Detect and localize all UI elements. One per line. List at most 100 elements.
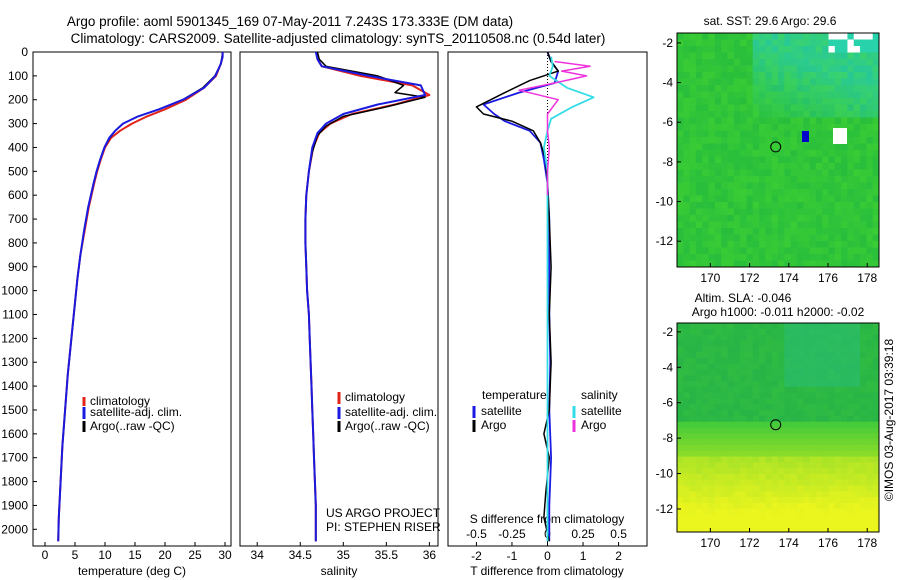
sla-cell: [683, 346, 691, 353]
sla-cell: [866, 410, 874, 417]
sst-cell: [847, 104, 855, 112]
sla-cell: [828, 444, 836, 452]
sla-cell: [765, 497, 773, 504]
sst-cell: [872, 156, 880, 164]
sst-cell: [689, 195, 697, 203]
sst-cell: [689, 156, 697, 164]
sst-cell: [872, 208, 880, 216]
sst-cell: [803, 104, 810, 112]
sst-lat-label: -8: [662, 155, 673, 169]
sst-cell: [727, 202, 735, 209]
sla-cell: [847, 479, 855, 486]
sla-lon-label: 176: [818, 536, 838, 550]
sla-cell: [695, 352, 703, 359]
sst-cell: [828, 241, 836, 248]
sla-cell: [746, 479, 754, 486]
sst-cell: [689, 221, 697, 229]
sst-cell: [853, 241, 861, 248]
sst-cell: [702, 202, 709, 209]
sst-cell: [822, 91, 829, 99]
sst-cell: [847, 215, 855, 222]
sst-cell: [847, 85, 855, 92]
sla-cell: [834, 386, 842, 394]
sla-cell: [841, 427, 848, 434]
sla-cell: [695, 381, 703, 388]
sla-cell: [784, 450, 792, 457]
sst-cell: [803, 163, 810, 170]
sla-cell: [689, 427, 697, 434]
sla-cell: [796, 433, 804, 440]
sst-cell: [841, 117, 848, 125]
sla-cell: [759, 456, 766, 463]
sst-cell: [809, 260, 817, 268]
sst-cell: [677, 247, 684, 255]
sla-cell: [683, 369, 691, 376]
sla-cell: [695, 462, 703, 469]
sla-cell: [803, 421, 810, 428]
sst-cell: [822, 98, 829, 105]
sla-cell: [860, 410, 867, 417]
sst-cell: [702, 137, 709, 144]
sla-cell: [765, 520, 773, 527]
sla-cell: [740, 473, 747, 481]
sst-cell: [721, 234, 728, 242]
sst-cell: [834, 72, 842, 79]
sst-cell: [853, 124, 861, 131]
sst-cell: [834, 241, 842, 248]
sla-cell: [740, 323, 747, 330]
sla-cell: [702, 421, 709, 428]
sst-cell: [778, 150, 785, 157]
sst-cell: [683, 221, 691, 229]
sla-cell: [815, 468, 823, 475]
sst-cell: [746, 156, 754, 164]
sla-cell: [677, 369, 684, 376]
sla-cell: [702, 508, 709, 515]
sst-cell: [790, 163, 798, 170]
sst-cell: [853, 78, 861, 86]
sla-cell: [721, 386, 728, 394]
sst-cell: [721, 59, 728, 66]
sst-cell: [746, 176, 754, 183]
sla-cell: [721, 450, 728, 457]
sla-cell: [778, 398, 785, 405]
sst-cell: [765, 247, 773, 255]
sla-cell: [714, 334, 722, 341]
sst-cell: [853, 117, 861, 125]
sst-cell: [733, 208, 741, 216]
sst-cell: [759, 150, 766, 157]
sla-cell: [803, 514, 810, 521]
sst-cell: [866, 228, 874, 235]
sla-cell: [759, 363, 766, 370]
sst-cell: [784, 117, 792, 125]
sla-cell: [708, 346, 716, 353]
sla-cell: [702, 468, 709, 475]
sla-cell: [689, 363, 697, 370]
sst-cell: [733, 228, 741, 235]
sst-cell: [796, 91, 804, 99]
sla-cell: [841, 526, 848, 533]
sst-cell: [784, 98, 792, 105]
sst-cell: [815, 124, 823, 131]
sla-cell: [872, 404, 880, 411]
sla-cell: [803, 479, 810, 486]
sla-cell: [746, 352, 754, 359]
sla-cell: [778, 427, 785, 434]
sla-cell: [841, 479, 848, 486]
sst-cell: [860, 78, 867, 86]
sst-cell: [702, 150, 709, 157]
sla-cell: [828, 386, 836, 394]
sla-cell: [677, 404, 684, 411]
sst-cell: [702, 124, 709, 131]
sla-cell: [841, 323, 848, 330]
sla-cell: [708, 334, 716, 341]
sla-cell: [677, 375, 684, 382]
sst-cell: [822, 156, 829, 164]
sla-cell: [853, 375, 861, 382]
sst-cell: [708, 176, 716, 183]
sla-cell: [752, 334, 760, 341]
sst-cell: [815, 91, 823, 99]
sla-cell: [702, 323, 709, 330]
sla-cell: [677, 508, 684, 515]
sla-cell: [872, 357, 880, 365]
sst-cell: [759, 124, 766, 131]
